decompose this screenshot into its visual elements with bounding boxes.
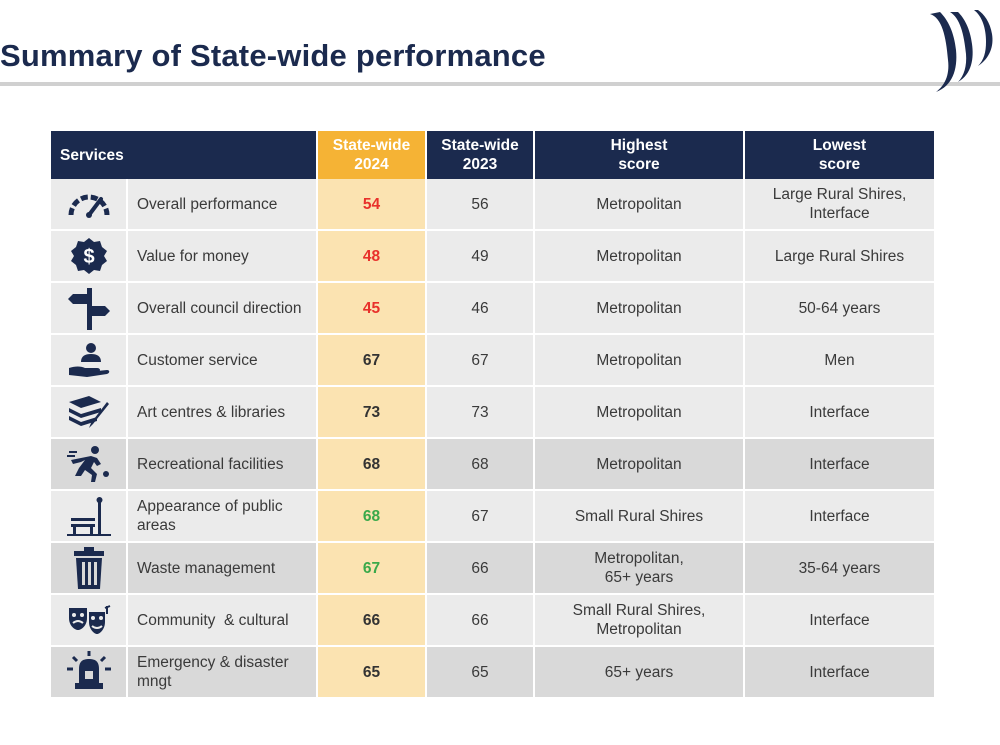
service-name: Waste management xyxy=(127,542,318,595)
statewide-2024-value: 54 xyxy=(317,179,427,231)
highest-score: Small Rural Shires xyxy=(534,490,745,543)
runner-icon xyxy=(66,446,109,482)
service-name: Art centres & libraries xyxy=(127,385,318,439)
highest-score: Metropolitan xyxy=(534,230,745,283)
header-highest-score: Highest score xyxy=(534,131,745,179)
highest-score: Small Rural Shires, Metropolitan xyxy=(534,594,745,647)
statewide-2024-value: 66 xyxy=(317,594,427,647)
table-row: Overall council direction 45 46 Metropol… xyxy=(51,282,936,335)
statewide-2024-value: 67 xyxy=(317,542,427,595)
emergency-light-icon xyxy=(66,651,111,689)
highest-score: Metropolitan xyxy=(534,438,745,491)
header-services: Services xyxy=(51,131,318,179)
service-name: Overall council direction xyxy=(127,282,318,335)
statewide-2023-value: 49 xyxy=(426,230,535,283)
header-statewide-2024: State-wide 2024 xyxy=(317,131,427,179)
highest-score: Metropolitan xyxy=(534,385,745,439)
lowest-score: 50-64 years xyxy=(744,282,936,335)
title-divider xyxy=(0,82,1000,86)
statewide-2023-value: 73 xyxy=(426,385,535,439)
company-logo xyxy=(930,10,993,92)
lowest-score: Large Rural Shires xyxy=(744,230,936,283)
customer-service-icon xyxy=(68,343,109,377)
service-name: Overall performance xyxy=(127,179,318,231)
statewide-2024-value: 68 xyxy=(317,438,427,491)
park-bench-icon xyxy=(66,497,111,536)
highest-score: Metropolitan, 65+ years xyxy=(534,542,745,595)
performance-table: Services State-wide 2024 State-wide 2023 H… xyxy=(51,131,936,699)
service-name: Emergency & disaster mngt xyxy=(127,646,318,699)
lowest-score: Men xyxy=(744,334,936,387)
lowest-score: Interface xyxy=(744,490,936,543)
statewide-2024-value: 65 xyxy=(317,646,427,699)
trash-bin-icon xyxy=(73,547,104,589)
service-name: Community & cultural xyxy=(127,594,318,647)
table-row: Appearance of public areas 68 67 Small Ru… xyxy=(51,490,936,543)
lowest-score: Interface xyxy=(744,438,936,491)
statewide-2024-value: 68 xyxy=(317,490,427,543)
lowest-score: Interface xyxy=(744,646,936,699)
service-name: Customer service xyxy=(127,334,318,387)
highest-score: 65+ years xyxy=(534,646,745,699)
header-lowest-score: Lowest score xyxy=(744,131,936,179)
highest-score: Metropolitan xyxy=(534,179,745,231)
statewide-2023-value: 66 xyxy=(426,542,535,595)
svg-text:$: $ xyxy=(83,246,94,268)
statewide-2024-value: 48 xyxy=(317,230,427,283)
service-name: Appearance of public areas xyxy=(127,490,318,543)
service-name: Recreational facilities xyxy=(127,438,318,491)
highest-score: Metropolitan xyxy=(534,334,745,387)
statewide-2023-value: 68 xyxy=(426,438,535,491)
table-row: Emergency & disaster mngt 65 65 65+ years… xyxy=(51,646,936,699)
speedometer-icon xyxy=(68,194,109,218)
table-row: Customer service 67 67 Metropolitan Men xyxy=(51,334,936,387)
table-row: Waste management 67 66 Metropolitan, 65+ … xyxy=(51,542,936,595)
statewide-2024-value: 73 xyxy=(317,385,427,439)
lowest-score: Interface xyxy=(744,385,936,439)
statewide-2023-value: 67 xyxy=(426,490,535,543)
table-row: Recreational facilities 68 68 Metropolit… xyxy=(51,438,936,491)
lowest-score: Interface xyxy=(744,594,936,647)
table-row: Overall performance 54 56 Metropolitan L… xyxy=(51,179,936,231)
dollar-badge-icon: $ xyxy=(70,238,107,274)
books-icon xyxy=(68,396,109,428)
statewide-2024-value: 45 xyxy=(317,282,427,335)
statewide-2023-value: 56 xyxy=(426,179,535,231)
statewide-2024-value: 67 xyxy=(317,334,427,387)
table-row: Art centres & libraries 73 73 Metropolit… xyxy=(51,385,936,439)
lowest-score: 35-64 years xyxy=(744,542,936,595)
table-header-row: Services State-wide 2024 State-wide 2023 H… xyxy=(51,131,936,179)
table-row: $ Value for money 48 49 Metropolitan Lar… xyxy=(51,230,936,283)
statewide-2023-value: 67 xyxy=(426,334,535,387)
highest-score: Metropolitan xyxy=(534,282,745,335)
statewide-2023-value: 65 xyxy=(426,646,535,699)
statewide-2023-value: 46 xyxy=(426,282,535,335)
signpost-icon xyxy=(67,288,110,330)
table-row: Community & cultural 66 66 Small Rural S… xyxy=(51,594,936,647)
lowest-score: Large Rural Shires, Interface xyxy=(744,179,936,231)
header-statewide-2023: State-wide 2023 xyxy=(426,131,535,179)
page-title: Summary of State-wide performance xyxy=(0,38,546,73)
theatre-masks-icon xyxy=(68,605,110,634)
statewide-2023-value: 66 xyxy=(426,594,535,647)
service-name: Value for money xyxy=(127,230,318,283)
